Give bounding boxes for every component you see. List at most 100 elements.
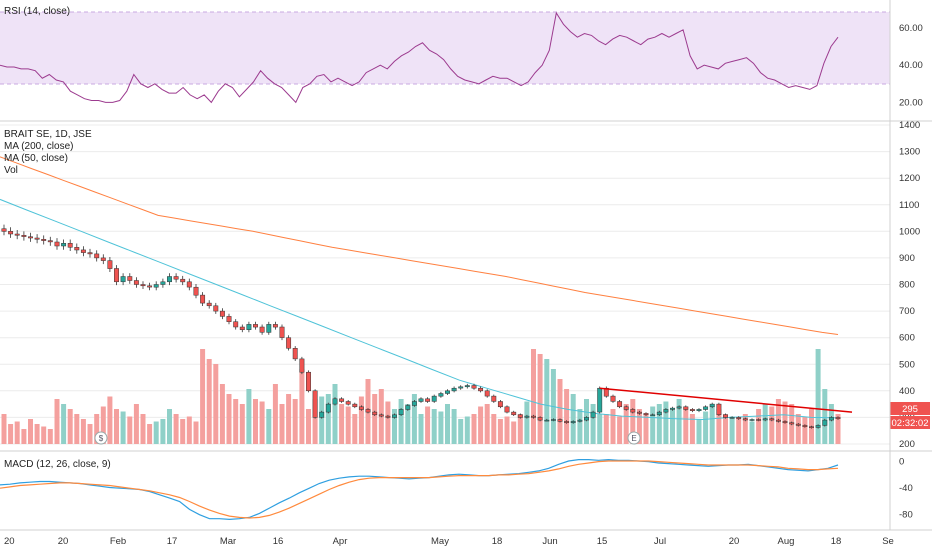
candle-body xyxy=(200,294,206,304)
candle-body xyxy=(34,237,40,240)
volume-bar xyxy=(458,419,464,444)
x-tick-13: Aug xyxy=(778,536,795,547)
candle-body xyxy=(253,324,258,328)
candle-body xyxy=(332,398,338,405)
volume-bar xyxy=(597,414,603,444)
volume-bar xyxy=(219,384,225,444)
candle-body xyxy=(226,316,232,322)
earnings-marker[interactable]: E xyxy=(627,431,641,445)
candle-body xyxy=(537,417,543,421)
volume-bar xyxy=(398,399,404,444)
macd-title: MACD (12, 26, close, 9) xyxy=(4,459,111,470)
dividend-marker[interactable]: $ xyxy=(94,431,108,445)
candle-body xyxy=(266,324,272,333)
volume-bar xyxy=(663,401,669,444)
candle-body xyxy=(497,401,503,408)
volume-bar xyxy=(544,359,550,444)
candle-body xyxy=(272,324,278,328)
macd-pane[interactable]: MACD (12, 26, close, 9) 0 -40 -80 xyxy=(0,457,913,521)
volume-bar xyxy=(87,424,93,444)
candle-body xyxy=(292,348,298,360)
price-tick-8: 600 xyxy=(899,333,915,344)
volume-bar xyxy=(769,406,775,444)
candle-body xyxy=(650,414,656,417)
volume-bar xyxy=(650,406,656,444)
volume-bar xyxy=(259,401,265,444)
volume-bar xyxy=(802,416,808,444)
x-tick-1: 20 xyxy=(58,536,69,547)
candle-body xyxy=(584,417,589,421)
volume-bar xyxy=(239,404,245,444)
volume-bar xyxy=(405,404,411,444)
volume-bar xyxy=(524,401,530,444)
candle-body xyxy=(180,278,186,283)
volume-bar xyxy=(822,389,828,444)
rsi-pane[interactable]: RSI (14, close) 60.00 40.00 20.00 xyxy=(0,6,923,108)
volume-bar xyxy=(464,416,470,444)
volume-bar xyxy=(299,369,305,444)
candle-body xyxy=(484,390,490,397)
price-title: BRAIT SE, 1D, JSE xyxy=(4,129,92,140)
trendline[interactable] xyxy=(599,387,853,413)
volume-bar xyxy=(425,406,431,444)
candle-body xyxy=(206,302,212,307)
volume-bar xyxy=(517,414,523,444)
volume-bar xyxy=(61,404,67,444)
volume-bar xyxy=(186,416,192,444)
volume-bar xyxy=(703,411,709,444)
volume-bar xyxy=(723,414,728,444)
ma200-line xyxy=(0,156,839,335)
candle-body xyxy=(147,285,153,288)
candle-body xyxy=(769,418,775,421)
volume-bar xyxy=(577,409,583,444)
candle-body xyxy=(306,371,311,392)
candle-body xyxy=(610,395,616,402)
volume-bar xyxy=(312,399,318,444)
volume-bar xyxy=(246,389,252,444)
candle-body xyxy=(299,358,305,373)
macd-tick-0: 0 xyxy=(899,457,904,468)
volume-bar xyxy=(358,396,364,444)
candle-body xyxy=(167,276,172,283)
volume-bar xyxy=(729,416,735,444)
volume-bar xyxy=(385,401,391,444)
legend-ma50: MA (50, close) xyxy=(4,153,68,164)
volume-bar xyxy=(1,414,7,444)
x-tick-2: Feb xyxy=(110,536,126,547)
candle-body xyxy=(392,414,397,418)
price-pane[interactable]: BRAIT SE, 1D, JSE MA (200, close) MA (50… xyxy=(0,120,930,450)
candle-body xyxy=(259,326,265,333)
candle-body xyxy=(802,425,808,427)
candle-body xyxy=(703,406,709,410)
candle-body xyxy=(683,406,689,410)
candle-body xyxy=(378,414,384,417)
x-tick-8: 18 xyxy=(492,536,503,547)
volume-bar xyxy=(372,394,378,444)
volume-bar xyxy=(226,394,232,444)
candle-body xyxy=(312,390,318,418)
legend-ma200: MA (200, close) xyxy=(4,141,73,152)
candle-body xyxy=(100,257,106,261)
volume-bar xyxy=(272,384,278,444)
volume-bar xyxy=(689,414,695,444)
last-price-tag: 295 02:32:02 xyxy=(890,402,930,429)
candle-body xyxy=(41,239,47,241)
candle-body xyxy=(597,387,603,413)
candle-body xyxy=(789,422,795,425)
candle-body xyxy=(398,409,404,415)
candle-body xyxy=(511,411,517,416)
x-tick-12: 20 xyxy=(729,536,740,547)
candle-body xyxy=(319,411,325,418)
candle-body xyxy=(431,395,437,402)
candle-body xyxy=(577,419,583,422)
x-tick-9: Jun xyxy=(542,536,557,547)
volume-bar xyxy=(623,404,629,444)
candle-body xyxy=(458,386,464,389)
volume-bar xyxy=(120,411,126,444)
candle-body xyxy=(828,417,834,421)
volume-bar xyxy=(21,429,27,444)
candle-body xyxy=(193,286,199,296)
candle-body xyxy=(835,417,841,419)
candle-body xyxy=(54,241,60,247)
